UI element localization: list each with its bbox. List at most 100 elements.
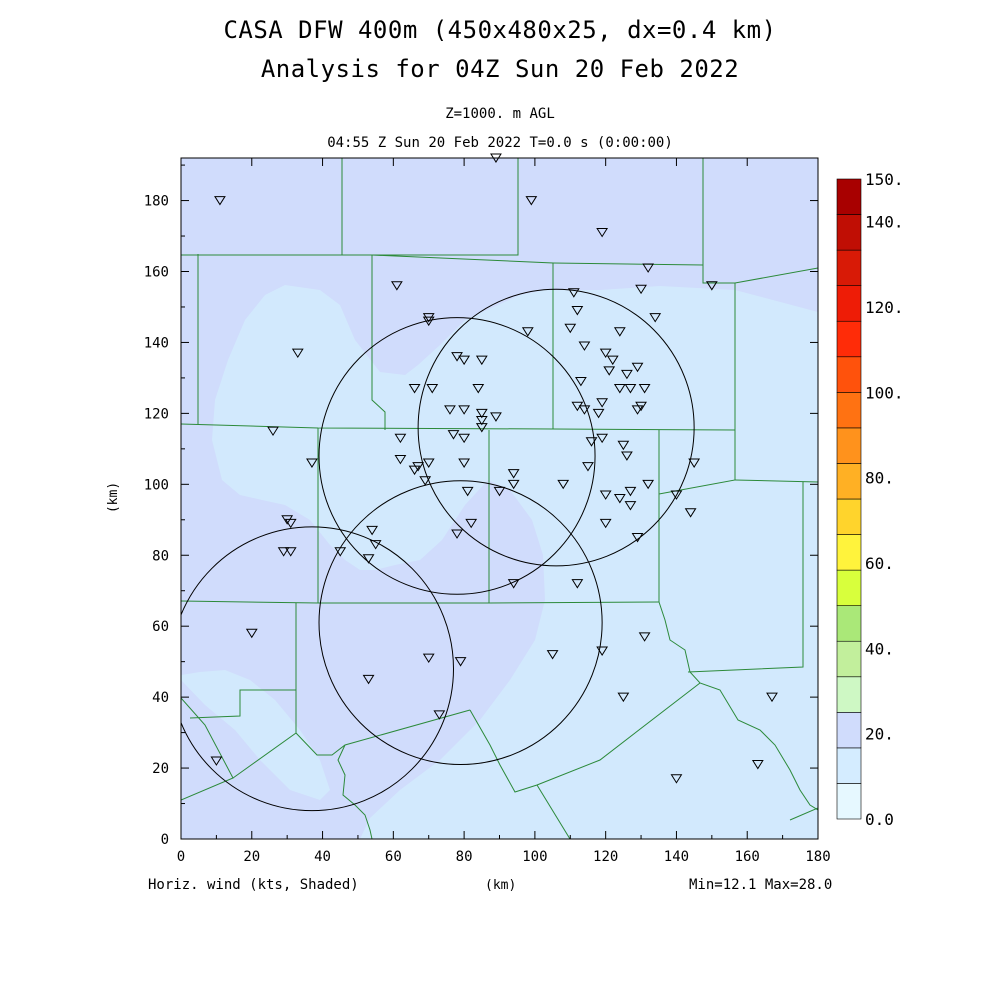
y-axis-label: (km) [106,481,122,514]
station-marker [422,458,435,468]
station-marker [596,398,609,408]
station-marker [567,288,580,298]
station-marker [465,518,478,529]
x-tick-label: 120 [593,849,618,865]
station-marker [603,366,616,376]
station-marker [635,284,647,295]
station-marker [571,579,584,589]
station-marker [362,554,375,564]
station-marker [458,355,471,366]
x-tick-label: 0 [177,849,185,865]
x-tick-label: 20 [243,849,260,865]
station-marker [454,657,467,667]
colorbar-label: 120. [865,298,904,317]
station-marker [521,327,534,337]
x-tick-label: 180 [805,849,830,865]
station-marker [490,412,502,422]
x-tick-label: 100 [522,849,547,865]
station-marker [284,547,297,557]
station-marker [638,632,651,642]
colorbar-label: 40. [865,639,894,658]
station-marker [582,462,594,472]
x-tick-label: 40 [314,849,331,865]
colorbar-swatch [836,392,862,429]
colorbar-swatch [836,285,862,322]
station-marker [631,405,644,415]
station-marker [596,227,609,238]
station-marker [613,327,626,337]
station-marker [613,384,626,394]
station-marker [766,692,778,703]
station-marker [277,547,290,557]
station-marker [507,469,520,479]
colorbar-swatch [836,676,862,713]
colorbar-label: 0.0 [865,810,894,829]
x-tick-label: 160 [735,849,760,865]
x-axis-label: (km) [485,878,517,893]
station-marker [599,490,612,500]
station-marker [444,405,456,415]
plot-title-line2: Analysis for 04Z Sun 20 Feb 2022 [260,55,740,83]
colorbar: 0.0 20. 40. 60. 80. 100. 120. 140. 150. [836,170,904,829]
station-marker [334,547,347,557]
station-marker [458,433,471,444]
station-marker [624,501,637,511]
station-marker [394,454,407,465]
colorbar-label: 80. [865,469,894,488]
station-marker [422,653,435,664]
station-marker [426,384,439,394]
y-tick-label: 100 [144,477,169,493]
colorbar-swatch [836,605,862,642]
station-marker [475,408,488,419]
station-marker [422,316,435,327]
colorbar-swatch [836,214,862,251]
station-marker [617,440,630,451]
shade-20-30-west [181,158,818,839]
station-marker [507,479,520,490]
station-marker [458,458,471,468]
station-marker [624,486,637,497]
station-marker [638,384,651,394]
station-marker [631,362,644,373]
station-marker [751,760,764,770]
station-marker [507,579,520,589]
station-marker [624,384,637,394]
x-axis: 0 20 40 60 80 100 120 140 160 180 [177,158,831,865]
station-marker [369,540,382,550]
station-marker [620,451,633,461]
station-marker [596,433,609,444]
x-tick-label: 60 [385,849,402,865]
level-label: Z=1000. m AGL [445,106,555,122]
y-axis: 0 20 40 60 80 100 120 140 160 180 [144,164,818,848]
colorbar-swatch [836,249,862,286]
radar-rings [181,288,695,812]
station-marker [546,650,559,660]
y-tick-label: 180 [144,194,169,210]
station-marker [564,323,577,334]
station-marker [475,415,488,426]
station-marker [617,692,630,703]
station-marker [493,486,506,497]
station-marker [578,341,591,351]
station-marker [245,628,258,639]
station-marker [599,518,612,529]
station-marker [433,710,446,720]
station-marker [684,508,697,518]
station-marker [366,525,379,536]
colorbar-label: 20. [865,725,894,744]
radar-ring-2 [318,480,603,766]
station-marker [214,196,226,206]
station-marker [472,384,485,394]
station-marker [688,458,701,468]
station-marker [705,281,718,291]
station-marker [585,437,598,447]
station-marker [596,646,609,656]
station-marker [578,405,591,415]
station-marker [606,355,619,366]
colorbar-label: 150. [865,170,904,189]
colorbar-label: 100. [865,383,904,402]
field-label: Horiz. wind (kts, Shaded) [148,877,359,893]
station-marker [394,433,407,444]
colorbar-swatch [836,534,862,571]
y-tick-label: 120 [144,406,169,422]
